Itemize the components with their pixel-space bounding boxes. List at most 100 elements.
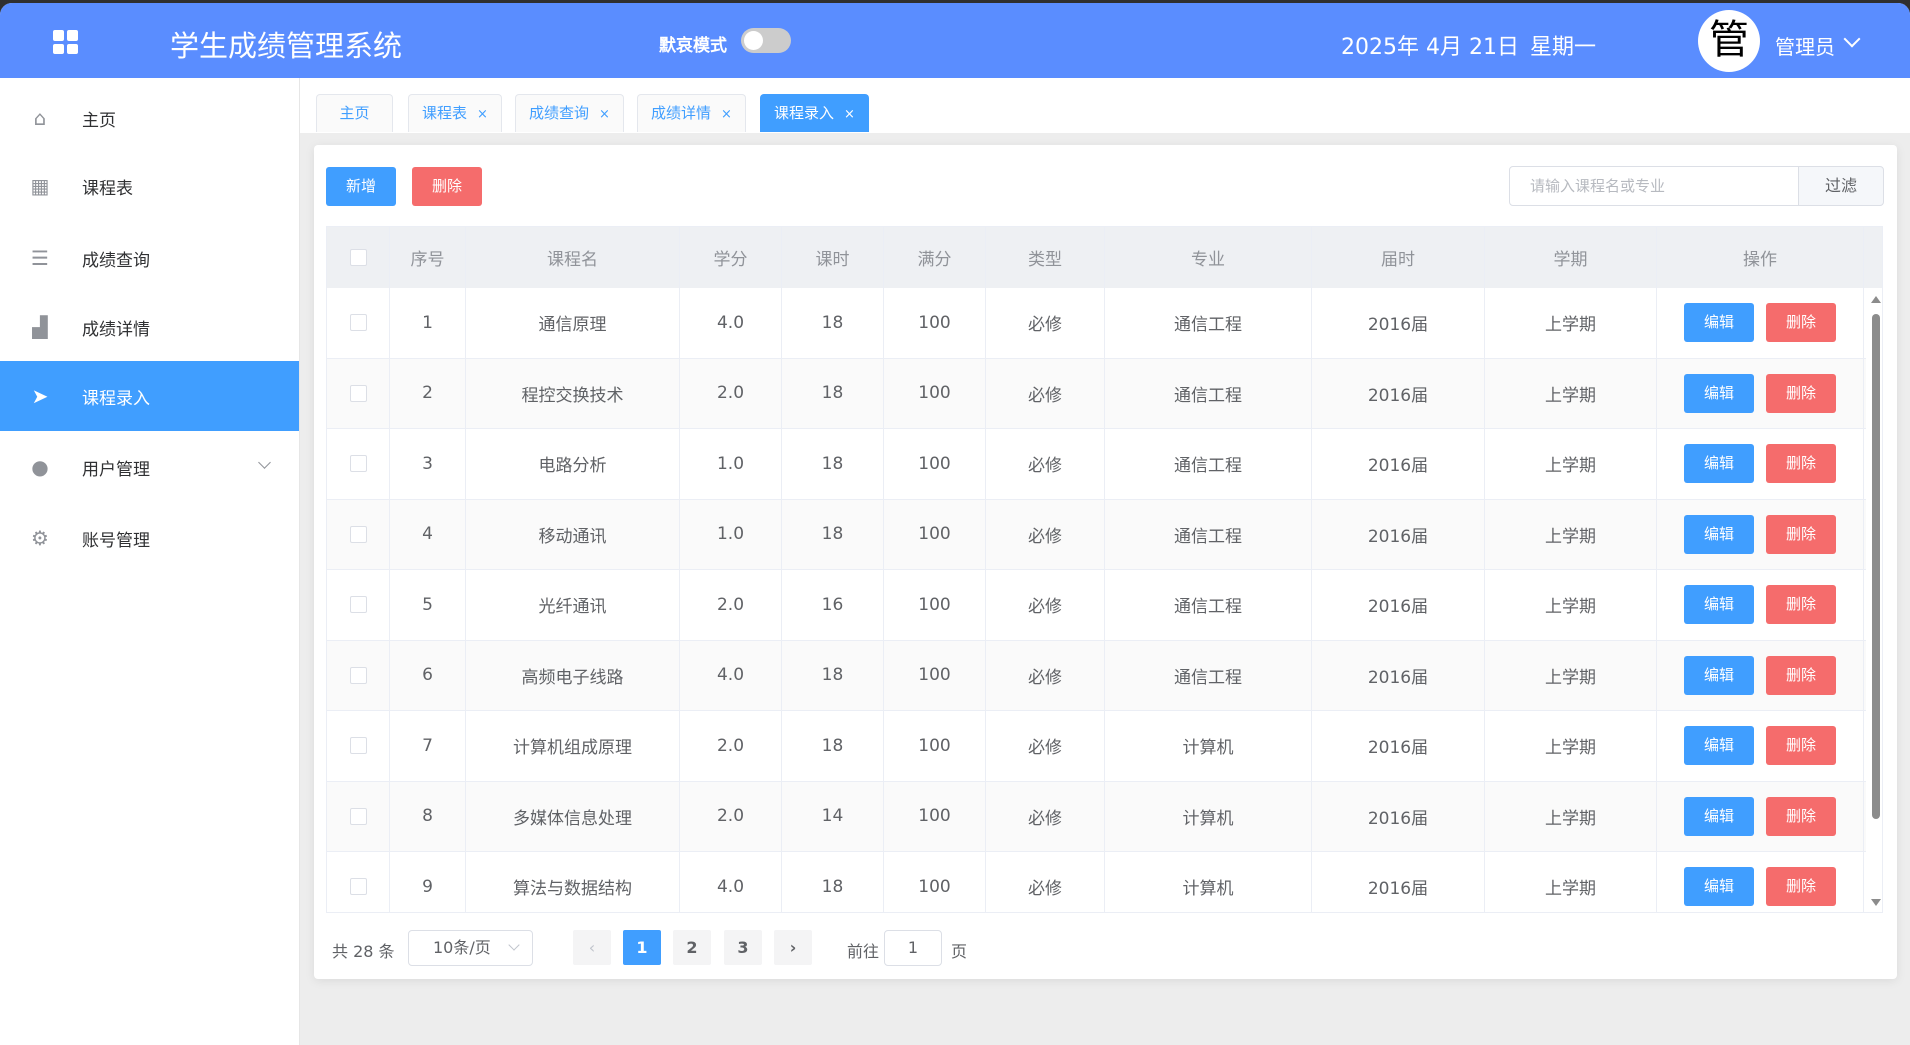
next-page-button[interactable]: › (774, 930, 812, 965)
sidebar-item-grade-detail[interactable]: ▟ 成绩详情 (0, 292, 299, 362)
delete-button[interactable]: 删除 (1766, 514, 1836, 554)
column-header: 序号 (390, 227, 466, 288)
edit-button[interactable]: 编辑 (1684, 867, 1754, 907)
tab-grade-query[interactable]: 成绩查询 × (515, 94, 624, 132)
row-checkbox[interactable] (349, 737, 367, 755)
row-checkbox[interactable] (349, 807, 367, 825)
edit-button[interactable]: 编辑 (1684, 726, 1754, 766)
header: 学生成绩管理系统 默哀模式 2025年 4月 21日 星期一 管 管理员 (0, 3, 1910, 78)
cell-type: 必修 (986, 429, 1105, 499)
sidebar-item-course-entry[interactable]: ➤ 课程录入 (0, 361, 299, 431)
table-header: 序号 课程名 学分 课时 满分 类型 专业 届时 学期 操作 (327, 227, 1882, 288)
column-header: 类型 (986, 227, 1105, 288)
page-3-button[interactable]: 3 (724, 930, 762, 965)
edit-button[interactable]: 编辑 (1684, 514, 1754, 554)
close-icon[interactable]: × (844, 107, 855, 122)
edit-button[interactable]: 编辑 (1684, 796, 1754, 836)
delete-button[interactable]: 删除 (1766, 655, 1836, 695)
cell-cohort: 2016届 (1312, 781, 1485, 851)
column-header: 专业 (1105, 227, 1312, 288)
cell-credit: 2.0 (680, 570, 782, 640)
sidebar-item-grade-query[interactable]: ☰ 成绩查询 (0, 223, 299, 293)
add-button[interactable]: 新增 (326, 167, 396, 206)
delete-button[interactable]: 删除 (1766, 867, 1836, 907)
goto-page-input[interactable]: 1 (884, 930, 942, 966)
edit-button[interactable]: 编辑 (1684, 585, 1754, 625)
batch-delete-button[interactable]: 删除 (412, 167, 482, 206)
user-menu[interactable]: 管理员 (1775, 35, 1835, 59)
cell-credit: 4.0 (680, 640, 782, 710)
row-checkbox[interactable] (349, 666, 367, 684)
cell-index: 9 (390, 852, 466, 912)
chevron-down-icon (258, 456, 271, 469)
row-checkbox[interactable] (349, 596, 367, 614)
row-checkbox[interactable] (349, 384, 367, 402)
cell-actions: 编辑 删除 (1657, 358, 1864, 428)
cell-type: 必修 (986, 570, 1105, 640)
cell-cohort: 2016届 (1312, 499, 1485, 569)
cell-major: 通信工程 (1105, 640, 1312, 710)
cell-semester: 上学期 (1485, 358, 1657, 428)
row-checkbox[interactable] (349, 878, 367, 896)
column-header: 满分 (884, 227, 986, 288)
scrollbar[interactable] (1866, 288, 1882, 912)
scroll-down-icon[interactable] (1871, 899, 1881, 906)
sidebar-item-account-management[interactable]: ⚙ 账号管理 (0, 503, 299, 573)
goto-label: 前往 (847, 942, 880, 961)
sidebar-item-user-management[interactable]: ● 用户管理 (0, 432, 299, 502)
row-checkbox[interactable] (349, 314, 367, 332)
cell-hours: 18 (782, 429, 884, 499)
tab-schedule[interactable]: 课程表 × (408, 94, 502, 132)
cell-cohort: 2016届 (1312, 429, 1485, 499)
close-icon[interactable]: × (477, 107, 488, 122)
edit-button[interactable]: 编辑 (1684, 303, 1754, 343)
total-count: 共 28 条 (332, 942, 395, 961)
scroll-up-icon[interactable] (1871, 296, 1881, 303)
scroll-thumb[interactable] (1872, 314, 1880, 819)
delete-button[interactable]: 删除 (1766, 373, 1836, 413)
tab-course-entry[interactable]: 课程录入 × (760, 94, 869, 132)
mourning-mode-toggle[interactable] (741, 28, 791, 53)
cell-hours: 18 (782, 358, 884, 428)
cell-index: 5 (390, 570, 466, 640)
page-1-button[interactable]: 1 (623, 930, 661, 965)
cell-major: 通信工程 (1105, 429, 1312, 499)
sidebar-item-schedule[interactable]: ▦ 课程表 (0, 151, 299, 221)
cell-index: 1 (390, 288, 466, 358)
delete-button[interactable]: 删除 (1766, 796, 1836, 836)
cell-major: 通信工程 (1105, 499, 1312, 569)
close-icon[interactable]: × (599, 107, 610, 122)
avatar[interactable]: 管 (1698, 10, 1760, 72)
sidebar-item-home[interactable]: ⌂ 主页 (0, 83, 299, 153)
page-size-select[interactable]: 10条/页 (408, 930, 533, 966)
cell-actions: 编辑 删除 (1657, 429, 1864, 499)
sidebar-item-label: 成绩详情 (82, 319, 150, 340)
select-cell (327, 499, 390, 569)
select-cell (327, 429, 390, 499)
search-input[interactable] (1509, 166, 1799, 206)
filter-button[interactable]: 过滤 (1798, 166, 1884, 206)
edit-button[interactable]: 编辑 (1684, 655, 1754, 695)
delete-button[interactable]: 删除 (1766, 303, 1836, 343)
edit-button[interactable]: 编辑 (1684, 444, 1754, 484)
app-title: 学生成绩管理系统 (170, 29, 403, 63)
column-header: 届时 (1312, 227, 1485, 288)
delete-button[interactable]: 删除 (1766, 444, 1836, 484)
row-checkbox[interactable] (349, 525, 367, 543)
gear-icon: ⚙ (31, 526, 49, 550)
menu-grid-icon[interactable] (53, 30, 79, 54)
select-all-checkbox[interactable] (349, 249, 367, 266)
row-checkbox[interactable] (349, 455, 367, 473)
edit-button[interactable]: 编辑 (1684, 373, 1754, 413)
bar-chart-icon: ▟ (32, 315, 48, 339)
close-icon[interactable]: × (721, 107, 732, 122)
cell-course-name: 移动通讯 (466, 499, 680, 569)
chevron-down-icon[interactable] (1843, 30, 1861, 48)
page-2-button[interactable]: 2 (673, 930, 711, 965)
delete-button[interactable]: 删除 (1766, 726, 1836, 766)
tab-home[interactable]: 主页 (316, 94, 393, 132)
delete-button[interactable]: 删除 (1766, 585, 1836, 625)
chevron-down-icon (508, 939, 520, 951)
tab-grade-detail[interactable]: 成绩详情 × (637, 94, 746, 132)
prev-page-button[interactable]: ‹ (573, 930, 611, 965)
